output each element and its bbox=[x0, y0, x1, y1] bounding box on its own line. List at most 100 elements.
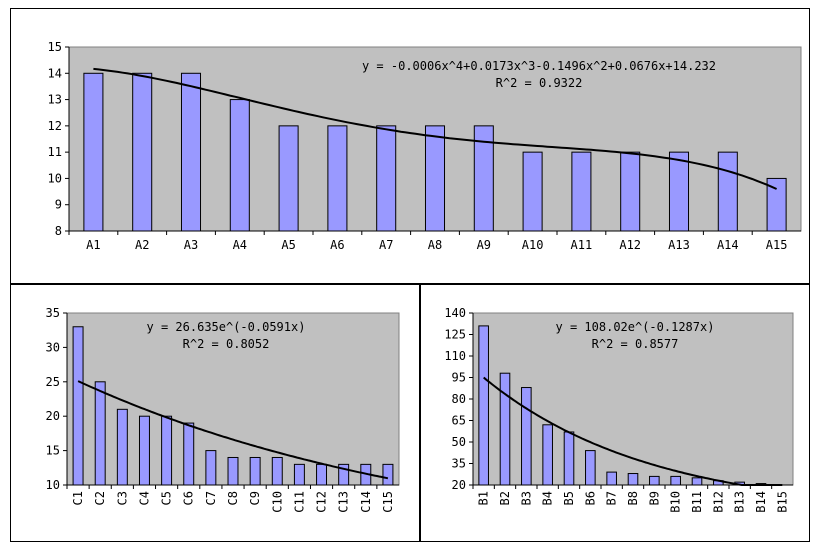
chart0-y-tick-label: 13 bbox=[48, 93, 62, 107]
chart2-bar bbox=[691, 477, 703, 486]
chart0-y-tick-label: 14 bbox=[48, 66, 62, 80]
chart1-bar bbox=[293, 463, 305, 486]
chart0-x-tick-label: A7 bbox=[379, 238, 393, 252]
chart-a-svg: 8 9 10 11 12 13 14 15 A1 A2 A3 A4 A5 A6 A7 A8 A9 A10 A11 A1… bbox=[48, 40, 802, 252]
chart0-x-tick-label: A4 bbox=[233, 238, 247, 252]
chart2-y-tick-label: 80 bbox=[452, 392, 466, 406]
chart1-bar bbox=[94, 381, 106, 486]
chart0-y-tick-label: 8 bbox=[55, 224, 62, 238]
chart0-bar bbox=[473, 125, 494, 232]
chart-panel-bottom-right: 20 35 50 65 80 95 110 125 140 B1 B2 B3 B4 B5 B6 B7 B8 B9 B… bbox=[420, 284, 810, 542]
chart2-x-tick-label: B9 bbox=[647, 491, 661, 505]
chart1-y-tick-label: 10 bbox=[46, 478, 60, 492]
chart1-x-tick-label: C12 bbox=[315, 491, 329, 513]
chart0-bar bbox=[522, 151, 543, 232]
chart2-x-tick-label: B1 bbox=[477, 491, 491, 505]
chart0-bar bbox=[668, 151, 690, 232]
chart0-bar bbox=[717, 151, 738, 232]
chart2-x-tick-label: B2 bbox=[498, 491, 512, 505]
chart1-x-tick-label: C1 bbox=[71, 491, 85, 505]
chart1-x-tick-label: C4 bbox=[137, 491, 151, 505]
chart0-bar bbox=[424, 125, 446, 232]
chart1-bar bbox=[183, 422, 195, 486]
chart-panel-bottom-left: 10 15 20 25 30 35 C1 C2 C3 C4 C5 C6 C7 C8 C9 C10 C11 C12 C… bbox=[10, 284, 420, 542]
chart1-y-tick-label: 35 bbox=[46, 306, 60, 320]
chart1-x-tick-label: C8 bbox=[226, 491, 240, 505]
chart1-x-tick-label: C9 bbox=[248, 491, 262, 505]
chart2-bar bbox=[627, 473, 639, 486]
chart0-x-tick-label: A14 bbox=[717, 238, 739, 252]
chart0-bar bbox=[327, 125, 348, 232]
chart0-trendline bbox=[93, 67, 778, 190]
chart2-x-tick-label: B7 bbox=[605, 491, 619, 505]
chart1-x-tick-label: C11 bbox=[292, 491, 306, 513]
chart0-equation: y = -0.0006x^4+0.0173x^3-0.1496x^2+0.067… bbox=[362, 59, 716, 73]
chart0-x-tick-label: A11 bbox=[571, 238, 593, 252]
chart1-x-tick-label: C15 bbox=[381, 491, 395, 513]
chart1-bar bbox=[316, 463, 328, 486]
chart0-x-tick-label: A10 bbox=[522, 238, 544, 252]
chart2-bar bbox=[670, 475, 681, 486]
chart2-bar bbox=[585, 450, 596, 486]
chart1-bar bbox=[382, 463, 394, 486]
chart1-bar bbox=[338, 463, 350, 486]
chart1-x-tick-label: C6 bbox=[182, 491, 196, 505]
chart1-bar bbox=[249, 456, 261, 486]
chart2-x-tick-label: B15 bbox=[775, 491, 789, 513]
chart2-y-tick-label: 20 bbox=[452, 478, 466, 492]
chart0-x-tick-label: A6 bbox=[330, 238, 344, 252]
chart0-y-tick-label: 9 bbox=[55, 198, 62, 212]
chart2-x-tick-label: B6 bbox=[583, 491, 597, 505]
chart2-bar bbox=[606, 471, 617, 486]
chart2-y-tick-label: 140 bbox=[444, 306, 466, 320]
chart2-y-tick-label: 110 bbox=[444, 349, 466, 363]
chart0-y-tick-label: 10 bbox=[48, 171, 62, 185]
chart0-x-tick-label: A2 bbox=[135, 238, 149, 252]
chart2-x-tick-label: B10 bbox=[669, 491, 683, 513]
chart0-bar bbox=[229, 99, 250, 232]
chart2-bar bbox=[542, 424, 553, 486]
chart2-bar bbox=[478, 325, 489, 486]
chart2-x-tick-label: B11 bbox=[690, 491, 704, 513]
chart2-x-tick-label: B13 bbox=[733, 491, 747, 513]
chart1-bar bbox=[205, 450, 217, 486]
chart0-r-squared: R^2 = 0.9322 bbox=[496, 76, 583, 90]
chart1-bar bbox=[72, 326, 84, 486]
chart0-bar bbox=[132, 72, 153, 232]
chart1-bar bbox=[138, 415, 150, 486]
chart2-bar bbox=[563, 431, 575, 486]
chart0-bar bbox=[278, 125, 299, 232]
chart1-x-tick-label: C7 bbox=[204, 491, 218, 505]
chart-c-svg: 10 15 20 25 30 35 C1 C2 C3 C4 C5 C6 C7 C8 C9 C10 C11 C12 C… bbox=[46, 306, 400, 513]
chart1-x-tick-label: C10 bbox=[270, 491, 284, 513]
chart1-bar bbox=[161, 415, 173, 486]
chart0-x-tick-label: A13 bbox=[668, 238, 690, 252]
chart0-bar bbox=[766, 177, 787, 232]
chart2-x-tick-label: B3 bbox=[519, 491, 533, 505]
chart1-y-tick-label: 15 bbox=[46, 444, 60, 458]
chart1-bar bbox=[116, 408, 128, 486]
chart2-x-tick-label: B14 bbox=[754, 491, 768, 513]
chart1-trendline bbox=[77, 380, 389, 480]
chart2-x-tick-label: B5 bbox=[562, 491, 576, 505]
chart2-trendline bbox=[483, 376, 783, 486]
chart2-x-tick-label: B8 bbox=[626, 491, 640, 505]
chart1-x-tick-label: C3 bbox=[115, 491, 129, 505]
chart1-y-tick-label: 30 bbox=[46, 340, 60, 354]
chart0-y-tick-label: 15 bbox=[48, 40, 62, 54]
chart-panel-top: 8 9 10 11 12 13 14 15 A1 A2 A3 A4 A5 A6 A7 A8 A9 A10 A11 A1… bbox=[10, 8, 810, 284]
chart2-y-tick-label: 125 bbox=[444, 328, 466, 342]
chart2-x-tick-label: B12 bbox=[711, 491, 725, 513]
chart2-x-tick-label: B4 bbox=[541, 491, 555, 505]
chart-b-svg: 20 35 50 65 80 95 110 125 140 B1 B2 B3 B4 B5 B6 B7 B8 B9 B… bbox=[444, 306, 794, 513]
chart0-x-tick-label: A1 bbox=[86, 238, 100, 252]
chart2-y-tick-label: 50 bbox=[452, 435, 466, 449]
chart1-x-tick-label: C5 bbox=[160, 491, 174, 505]
chart2-y-tick-label: 95 bbox=[452, 371, 466, 385]
chart2-bar bbox=[649, 475, 660, 486]
chart0-x-tick-label: A8 bbox=[428, 238, 442, 252]
chart0-y-tick-label: 11 bbox=[48, 145, 62, 159]
chart0-bar bbox=[180, 72, 202, 232]
chart1-x-tick-label: C2 bbox=[93, 491, 107, 505]
chart1-y-tick-label: 25 bbox=[46, 375, 60, 389]
